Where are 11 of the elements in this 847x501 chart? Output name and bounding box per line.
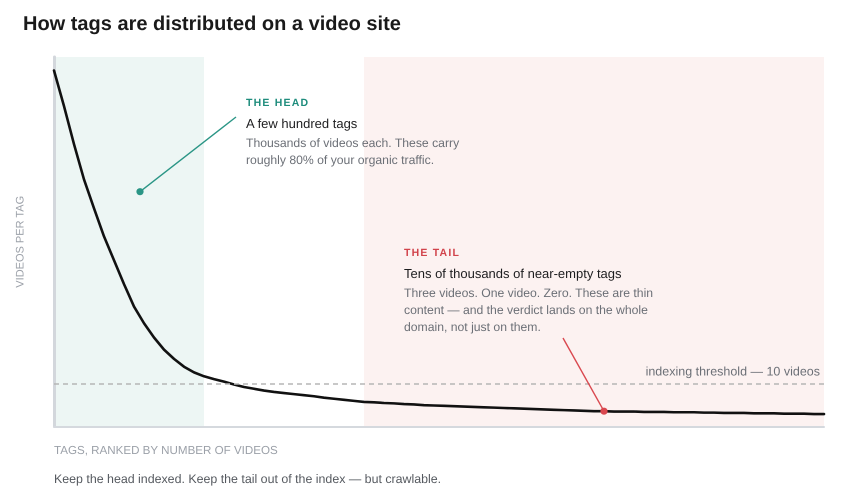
annotation: A few hundred tags [246, 116, 358, 132]
y-axis-title: VIDEOS PER TAG [14, 196, 26, 288]
text: Keep the head indexed. Keep the tail out of the index — but crawlable. [54, 472, 442, 487]
chart-title: How tags are distributed on a video site [23, 13, 401, 35]
annotation: THE TAIL [404, 246, 460, 260]
ref-line-label: indexing threshold — 10 videos [646, 364, 820, 378]
annotation: THE HEAD [246, 96, 310, 110]
annotation: Three videos. One video. Zero. These are thin content — and the verdict lands on the whole domain, not just on them. [404, 285, 654, 336]
annotation: Tens of thousands of near-empty tags [404, 266, 622, 282]
x-axis-title: TAGS, RANKED BY NUMBER OF VIDEOS [54, 444, 278, 457]
annotation: Thousands of videos each. These carry roughly 80% of your organic traffic. [246, 135, 460, 169]
